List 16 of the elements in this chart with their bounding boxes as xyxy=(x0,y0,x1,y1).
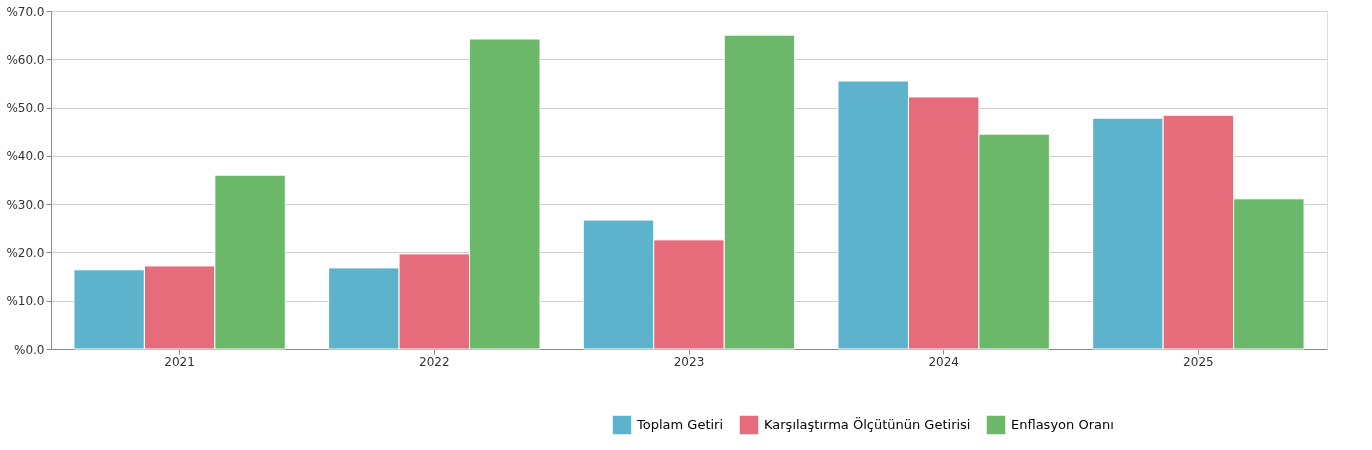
y-tick-label: %10.0 xyxy=(6,294,45,309)
x-tick-label: 2022 xyxy=(419,354,450,369)
legend-label: Karşılaştırma Ölçütünün Getirisi xyxy=(764,416,971,432)
x-tick-label: 2023 xyxy=(673,354,705,369)
legend-label: Toplam Getiri xyxy=(636,417,724,432)
y-tick-label: %30.0 xyxy=(6,197,45,212)
y-tick-label: %60.0 xyxy=(6,52,45,67)
x-tick-label: 2021 xyxy=(164,354,195,369)
y-tick-label: %50.0 xyxy=(6,101,45,116)
legend-label: Enflasyon Oranı xyxy=(1011,417,1114,432)
y-tick-label: %0.0 xyxy=(14,342,45,357)
y-tick-label: %40.0 xyxy=(6,149,45,164)
y-tick-label: %20.0 xyxy=(6,245,45,260)
x-tick-label: 2025 xyxy=(1183,354,1214,369)
y-tick-label: %70.0 xyxy=(6,4,45,19)
x-tick-label: 2024 xyxy=(928,354,959,369)
